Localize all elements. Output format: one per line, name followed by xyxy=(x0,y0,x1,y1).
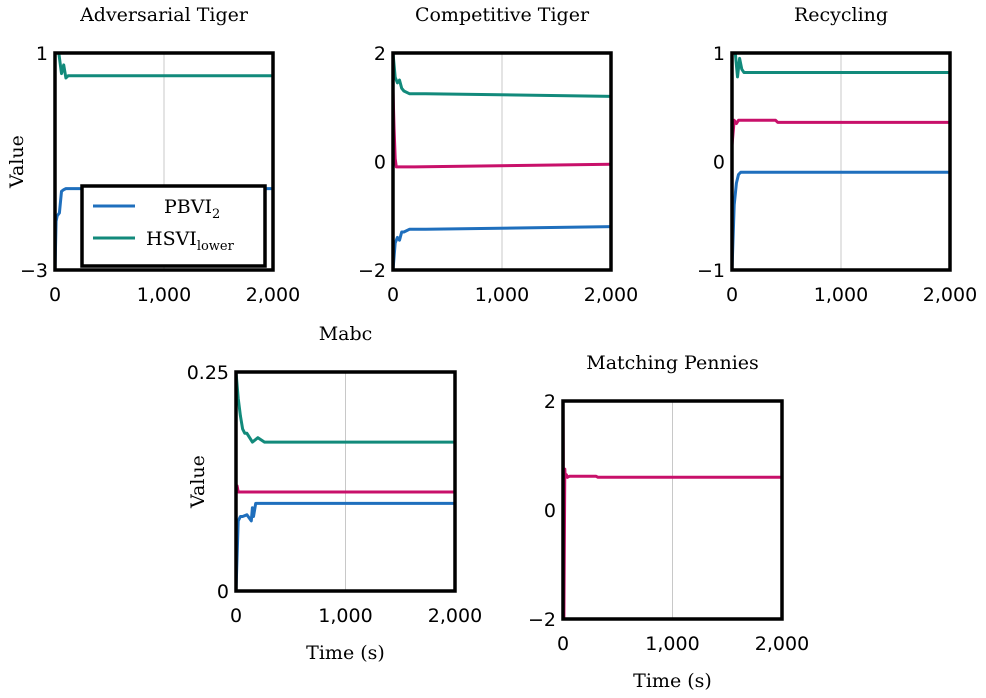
y-axis-label: Value xyxy=(187,455,209,509)
y-tick-label: 2 xyxy=(374,43,386,65)
x-tick-label: 1,000 xyxy=(318,605,372,627)
x-tick-label: 2,000 xyxy=(755,633,809,655)
y-tick-label: 0 xyxy=(217,581,229,603)
y-tick-label: −1 xyxy=(697,260,725,282)
x-tick-label: 0 xyxy=(49,284,61,306)
chart-title: Mabc xyxy=(319,323,373,345)
x-tick-label: 2,000 xyxy=(584,284,638,306)
x-tick-label: 0 xyxy=(726,284,738,306)
x-tick-label: 1,000 xyxy=(475,284,529,306)
chart-adversarial-tiger: Adversarial Tiger Value 0 1,000 2,000 −3 1 PBVI… xyxy=(6,4,300,306)
chart-title: Adversarial Tiger xyxy=(79,4,249,26)
x-tick-label: 2,000 xyxy=(923,284,977,306)
x-tick-label: 1,000 xyxy=(645,633,699,655)
y-tick-label: 0 xyxy=(374,152,386,174)
x-tick-label: 0 xyxy=(557,633,569,655)
x-tick-label: 0 xyxy=(387,284,399,306)
legend-label-sub: 2 xyxy=(212,207,220,222)
x-axis-label: Time (s) xyxy=(633,670,712,692)
x-tick-label: 2,000 xyxy=(428,605,482,627)
x-tick-label: 1,000 xyxy=(137,284,191,306)
x-tick-label: 2,000 xyxy=(246,284,300,306)
y-tick-label: 1 xyxy=(36,43,48,65)
legend: PBVI2 HSVIlower xyxy=(82,186,265,266)
chart-mabc: Mabc Value Time (s) 0 1,000 2,000 0 0.25 xyxy=(187,323,483,664)
x-tick-label: 0 xyxy=(230,605,242,627)
x-tick-label: 1,000 xyxy=(814,284,868,306)
legend-label-main: PBVI xyxy=(164,196,212,218)
chart-title: Matching Pennies xyxy=(586,352,759,374)
legend-label-sub: lower xyxy=(197,239,235,254)
y-tick-label: 2 xyxy=(544,391,556,413)
y-tick-label: 1 xyxy=(713,43,725,65)
chart-title: Recycling xyxy=(794,4,888,26)
y-tick-label: −2 xyxy=(528,609,556,631)
y-axis-label: Value xyxy=(6,135,28,189)
y-tick-label: 0 xyxy=(713,152,725,174)
y-tick-label: 0 xyxy=(544,500,556,522)
chart-title: Competitive Tiger xyxy=(415,4,590,26)
y-tick-label: −2 xyxy=(358,260,386,282)
x-axis-label: Time (s) xyxy=(306,642,385,664)
y-tick-label: −3 xyxy=(20,260,48,282)
y-tick-label: 0.25 xyxy=(187,362,229,384)
legend-label-main: HSVI xyxy=(146,228,197,250)
